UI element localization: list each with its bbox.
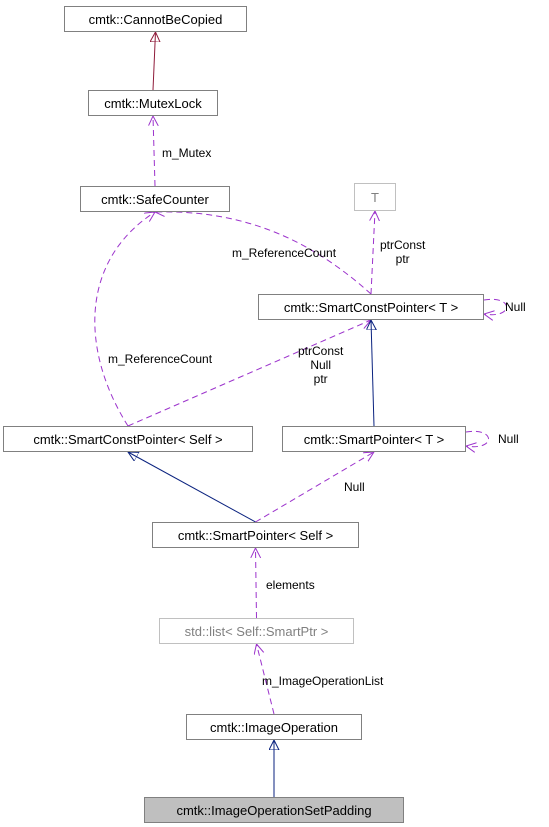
edge-label: ptrConstNullptr [298, 344, 343, 386]
edge-label: ptrConstptr [380, 238, 425, 266]
edge-label: elements [266, 578, 315, 592]
node-smartPointerSelf: cmtk::SmartPointer< Self > [152, 522, 359, 548]
edge-label: m_Mutex [162, 146, 211, 160]
edge [153, 116, 155, 186]
node-safeCounter: cmtk::SafeCounter [80, 186, 230, 212]
edge-label: m_ReferenceCount [108, 352, 212, 366]
edge [256, 548, 257, 618]
node-imageOperation: cmtk::ImageOperation [186, 714, 362, 740]
edge-label: Null [498, 432, 519, 446]
node-T: T [354, 183, 396, 211]
edge [95, 212, 155, 426]
edge [128, 452, 256, 522]
edge [153, 32, 156, 90]
edge [484, 299, 507, 314]
node-mutexLock: cmtk::MutexLock [88, 90, 218, 116]
node-smartPointerT: cmtk::SmartPointer< T > [282, 426, 466, 452]
edge-label: Null [505, 300, 526, 314]
edge [371, 211, 375, 294]
edge-label: m_ImageOperationList [262, 674, 383, 688]
edge [466, 431, 489, 446]
edge-label: m_ReferenceCount [232, 246, 336, 260]
edge [371, 320, 374, 426]
node-stdList: std::list< Self::SmartPtr > [159, 618, 354, 644]
node-cannotBeCopied: cmtk::CannotBeCopied [64, 6, 247, 32]
node-imageOperationSetPadding: cmtk::ImageOperationSetPadding [144, 797, 404, 823]
node-smartConstPointerT: cmtk::SmartConstPointer< T > [258, 294, 484, 320]
edge-label: Null [344, 480, 365, 494]
node-smartConstPointerSelf: cmtk::SmartConstPointer< Self > [3, 426, 253, 452]
